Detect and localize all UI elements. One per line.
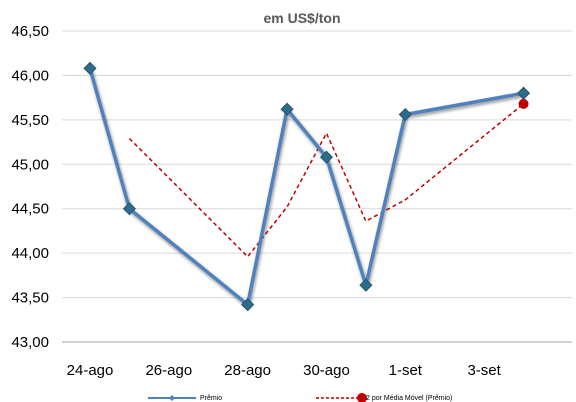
- premio-point: [516, 86, 531, 100]
- plot-series: [83, 61, 531, 312]
- x-tick-label: 26-ago: [145, 362, 192, 379]
- legend-item-premio: Prêmio: [148, 395, 222, 402]
- x-tick-label: 1-set: [389, 362, 423, 379]
- gridlines: [62, 30, 572, 299]
- y-axis-ticks: 43,00 43,50 44,00 44,50 45,00 45,50 46,00 46,50: [11, 23, 49, 351]
- legend-item-moving-average: 2 por Média Móvel (Prêmio): [316, 393, 452, 402]
- legend-marker-moving-average: [357, 393, 367, 402]
- legend-label-moving-average: 2 por Média Móvel (Prêmio): [366, 395, 452, 402]
- y-tick-label: 45,50: [11, 112, 49, 129]
- y-tick-label: 46,00: [11, 67, 49, 84]
- premio-point: [398, 107, 412, 122]
- x-tick-label: 24-ago: [67, 362, 114, 379]
- y-tick-label: 44,50: [11, 201, 49, 218]
- premio-point: [359, 278, 373, 292]
- x-tick-label: 3-set: [467, 362, 501, 379]
- premio-point: [280, 102, 294, 116]
- premio-point: [122, 202, 136, 216]
- series-line-moving-average: [128, 103, 525, 258]
- series-line-premio: [88, 67, 524, 307]
- y-tick-label: 44,00: [11, 245, 49, 262]
- y-tick-label: 46,50: [11, 23, 49, 40]
- legend-marker-premio: [169, 395, 175, 401]
- premio-point: [241, 298, 255, 312]
- y-tick-label: 43,50: [11, 290, 49, 307]
- y-tick-label: 43,00: [11, 334, 49, 351]
- premio-point: [319, 150, 334, 164]
- premio-point: [83, 61, 97, 75]
- x-axis-ticks: 24-ago 26-ago 28-ago 30-ago 1-set 3-set: [67, 362, 502, 379]
- x-tick-label: 30-ago: [303, 362, 350, 379]
- legend: Prêmio 2 por Média Móvel (Prêmio): [148, 393, 452, 402]
- moving-average-end-marker: [518, 98, 529, 109]
- y-tick-label: 45,00: [11, 156, 49, 173]
- chart-subtitle: em US$/ton: [263, 10, 340, 26]
- legend-label-premio: Prêmio: [200, 395, 222, 402]
- x-tick-label: 28-ago: [224, 362, 271, 379]
